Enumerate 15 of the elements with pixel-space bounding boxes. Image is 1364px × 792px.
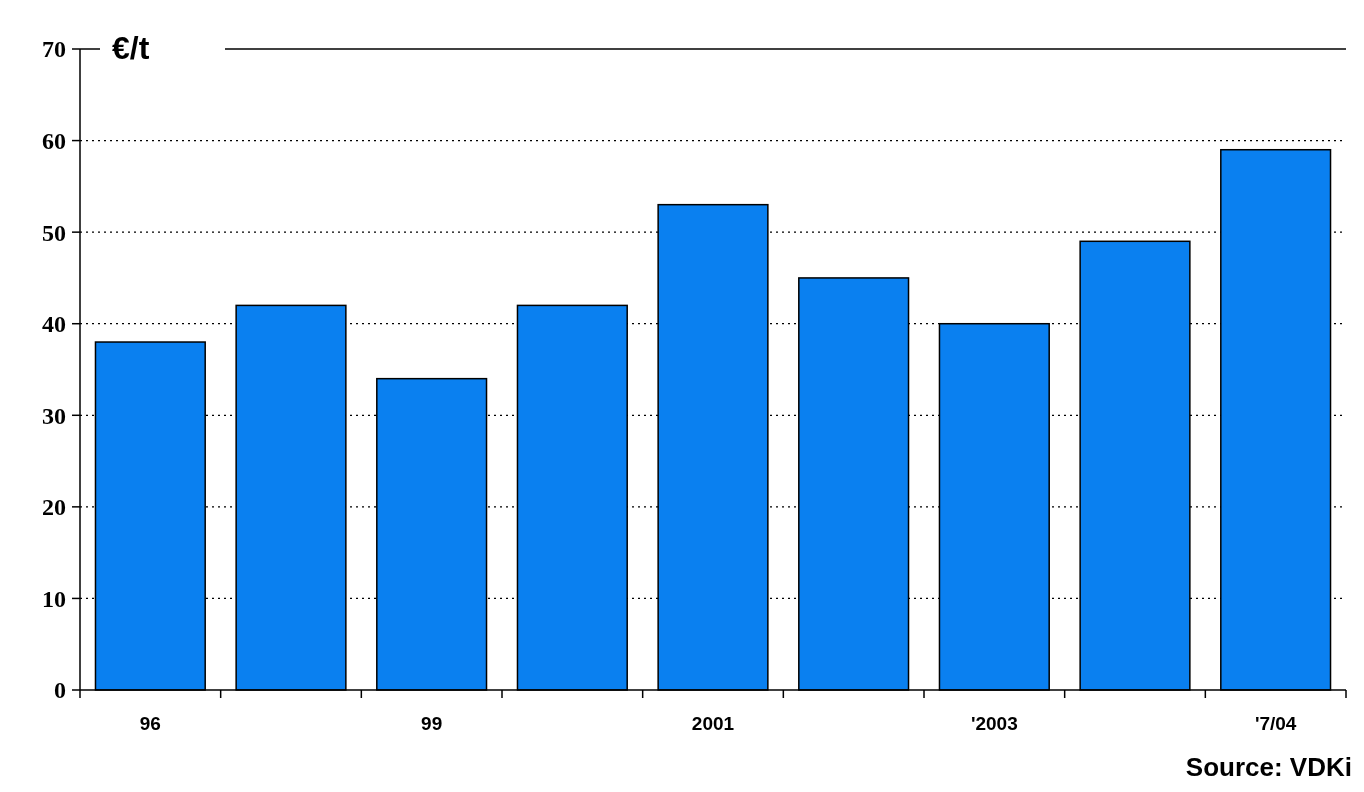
y-tick-label: 0	[54, 677, 66, 704]
source-note: Source: VDKi	[1185, 752, 1352, 782]
y-tick-label: 10	[42, 585, 66, 612]
y-axis-title: €/t	[112, 30, 150, 66]
x-tick-label: '7/04	[1254, 713, 1297, 734]
x-tick-label: 2001	[691, 713, 735, 734]
y-tick-label: 50	[42, 219, 66, 246]
y-tick-label: 60	[42, 127, 66, 154]
y-tick-label: 40	[42, 311, 66, 338]
y-tick-label: 70	[42, 36, 66, 63]
y-tick-label: 20	[42, 494, 66, 521]
y-tick-label: 30	[42, 402, 66, 429]
x-tick-label: '2003	[970, 713, 1018, 734]
x-tick-label: 96	[139, 713, 161, 734]
x-tick-label: 99	[421, 713, 443, 734]
